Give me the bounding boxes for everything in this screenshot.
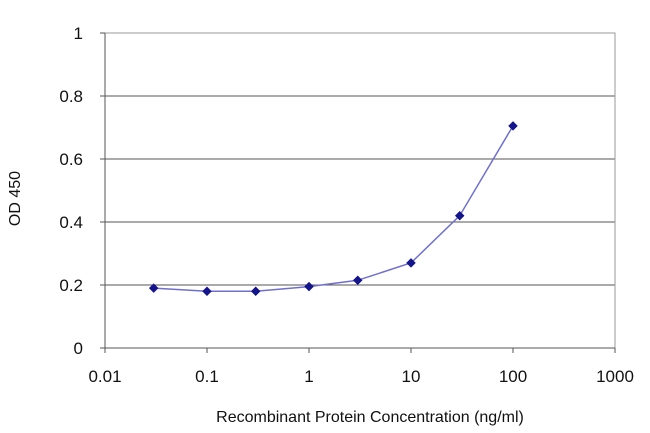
data-point [250, 286, 261, 297]
data-point [454, 210, 465, 221]
data-point [508, 121, 518, 131]
x-tick-label: 0.01 [88, 367, 121, 386]
y-tick-label: 1 [74, 24, 83, 43]
x-tick-label: 0.1 [195, 367, 219, 386]
x-tick-label: 10 [402, 367, 421, 386]
series-layer [148, 121, 518, 297]
y-tick-label: 0.4 [59, 213, 83, 232]
series-line [153, 125, 514, 293]
x-tick-label: 1000 [596, 367, 634, 386]
x-tick-label: 1 [304, 367, 313, 386]
y-tick-label: 0.6 [59, 150, 83, 169]
grid-lines [105, 32, 615, 286]
x-tick-label: 100 [499, 367, 527, 386]
y-tick-label: 0 [74, 339, 83, 358]
data-point [406, 258, 416, 268]
x-axis: 0.01 0.1 1 10 100 1000 [88, 347, 634, 386]
data-point [202, 286, 212, 297]
y-axis: 0 0.2 0.4 0.6 0.8 1 [59, 24, 106, 358]
data-point [148, 283, 159, 293]
x-axis-title: Recombinant Protein Concentration (ng/ml… [216, 409, 524, 426]
y-axis-title: OD 450 [7, 171, 24, 226]
y-tick-label: 0.8 [59, 87, 83, 106]
data-point [304, 281, 314, 292]
data-point [352, 275, 363, 286]
y-tick-label: 0.2 [59, 276, 83, 295]
